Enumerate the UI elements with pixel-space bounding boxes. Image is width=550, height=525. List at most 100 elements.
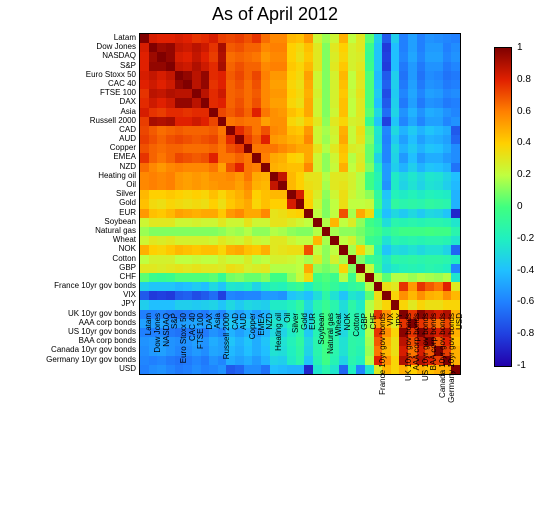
heatmap-cell — [348, 236, 357, 245]
heatmap-cell — [201, 89, 210, 98]
heatmap-cell — [270, 181, 279, 190]
heatmap-cell — [140, 209, 149, 218]
heatmap-cell — [451, 153, 460, 162]
heatmap-cell — [304, 62, 313, 71]
heatmap-cell — [356, 227, 365, 236]
heatmap-cell — [425, 144, 434, 153]
heatmap-cell — [339, 89, 348, 98]
heatmap-cell — [149, 80, 158, 89]
heatmap-cell — [330, 126, 339, 135]
heatmap-cell — [261, 98, 270, 107]
heatmap-cell — [399, 71, 408, 80]
heatmap-cell — [209, 236, 218, 245]
heatmap-cell — [391, 227, 400, 236]
heatmap-cell — [322, 227, 331, 236]
heatmap-cell — [330, 153, 339, 162]
heatmap-cell — [365, 135, 374, 144]
heatmap-cell — [304, 135, 313, 144]
heatmap-cell — [252, 190, 261, 199]
heatmap-cell — [244, 98, 253, 107]
heatmap-cell — [434, 52, 443, 61]
heatmap-cell — [252, 255, 261, 264]
heatmap-cell — [157, 52, 166, 61]
heatmap-cell — [218, 236, 227, 245]
heatmap-cell — [296, 89, 305, 98]
heatmap-cell — [226, 108, 235, 117]
heatmap-cell — [443, 255, 452, 264]
heatmap-cell — [313, 181, 322, 190]
heatmap-cell — [270, 227, 279, 236]
heatmap-cell — [322, 190, 331, 199]
heatmap-cell — [209, 282, 218, 291]
heatmap-cell — [175, 245, 184, 254]
heatmap-cell — [235, 34, 244, 43]
heatmap-cell — [451, 52, 460, 61]
heatmap-cell — [252, 300, 261, 309]
heatmap-cell — [356, 135, 365, 144]
heatmap-cell — [391, 300, 400, 309]
heatmap-cell — [252, 62, 261, 71]
heatmap-cell — [218, 43, 227, 52]
heatmap-cell — [296, 236, 305, 245]
heatmap-cell — [192, 62, 201, 71]
heatmap-cell — [140, 245, 149, 254]
heatmap-cell — [252, 98, 261, 107]
heatmap-cell — [391, 245, 400, 254]
heatmap-cell — [391, 209, 400, 218]
heatmap-cell — [365, 62, 374, 71]
heatmap-cell — [149, 218, 158, 227]
heatmap-cell — [365, 291, 374, 300]
heatmap-cell — [304, 52, 313, 61]
heatmap-cell — [261, 300, 270, 309]
heatmap-cell — [192, 108, 201, 117]
heatmap-cell — [348, 89, 357, 98]
heatmap-cell — [451, 227, 460, 236]
heatmap-cell — [261, 273, 270, 282]
heatmap-cell — [374, 264, 383, 273]
heatmap-cell — [330, 291, 339, 300]
heatmap-cell — [382, 291, 391, 300]
chart-container: As of April 2012 LatamDow JonesNASDAQS&P… — [0, 0, 550, 525]
heatmap-cell — [201, 108, 210, 117]
heatmap-cell — [296, 98, 305, 107]
colorbar-tick-label: 0.6 — [517, 107, 534, 117]
heatmap-cell — [270, 218, 279, 227]
heatmap-cell — [408, 291, 417, 300]
heatmap-cell — [443, 282, 452, 291]
heatmap-cell — [201, 273, 210, 282]
heatmap-cell — [278, 34, 287, 43]
heatmap-cell — [166, 245, 175, 254]
heatmap-cell — [322, 255, 331, 264]
heatmap-cell — [425, 71, 434, 80]
heatmap-cell — [287, 172, 296, 181]
heatmap-cell — [192, 199, 201, 208]
heatmap-cell — [244, 300, 253, 309]
heatmap-cell — [304, 80, 313, 89]
heatmap-cell — [322, 43, 331, 52]
heatmap-cell — [417, 34, 426, 43]
heatmap-cell — [348, 209, 357, 218]
heatmap-cell — [287, 43, 296, 52]
heatmap-cell — [408, 199, 417, 208]
heatmap-cell — [339, 108, 348, 117]
heatmap-cell — [365, 126, 374, 135]
heatmap-cell — [149, 172, 158, 181]
heatmap-cell — [391, 181, 400, 190]
heatmap-cell — [417, 172, 426, 181]
heatmap-cell — [348, 108, 357, 117]
heatmap-cell — [313, 245, 322, 254]
heatmap-cell — [209, 209, 218, 218]
heatmap-cell — [244, 89, 253, 98]
heatmap-cell — [399, 163, 408, 172]
heatmap-cell — [330, 108, 339, 117]
heatmap-cell — [287, 144, 296, 153]
heatmap-cell — [209, 264, 218, 273]
heatmap-cell — [417, 80, 426, 89]
heatmap-cell — [322, 163, 331, 172]
heatmap-cell — [226, 172, 235, 181]
heatmap-cell — [425, 218, 434, 227]
heatmap-cell — [399, 135, 408, 144]
heatmap-cell — [175, 282, 184, 291]
heatmap-cell — [330, 282, 339, 291]
heatmap-cell — [374, 199, 383, 208]
